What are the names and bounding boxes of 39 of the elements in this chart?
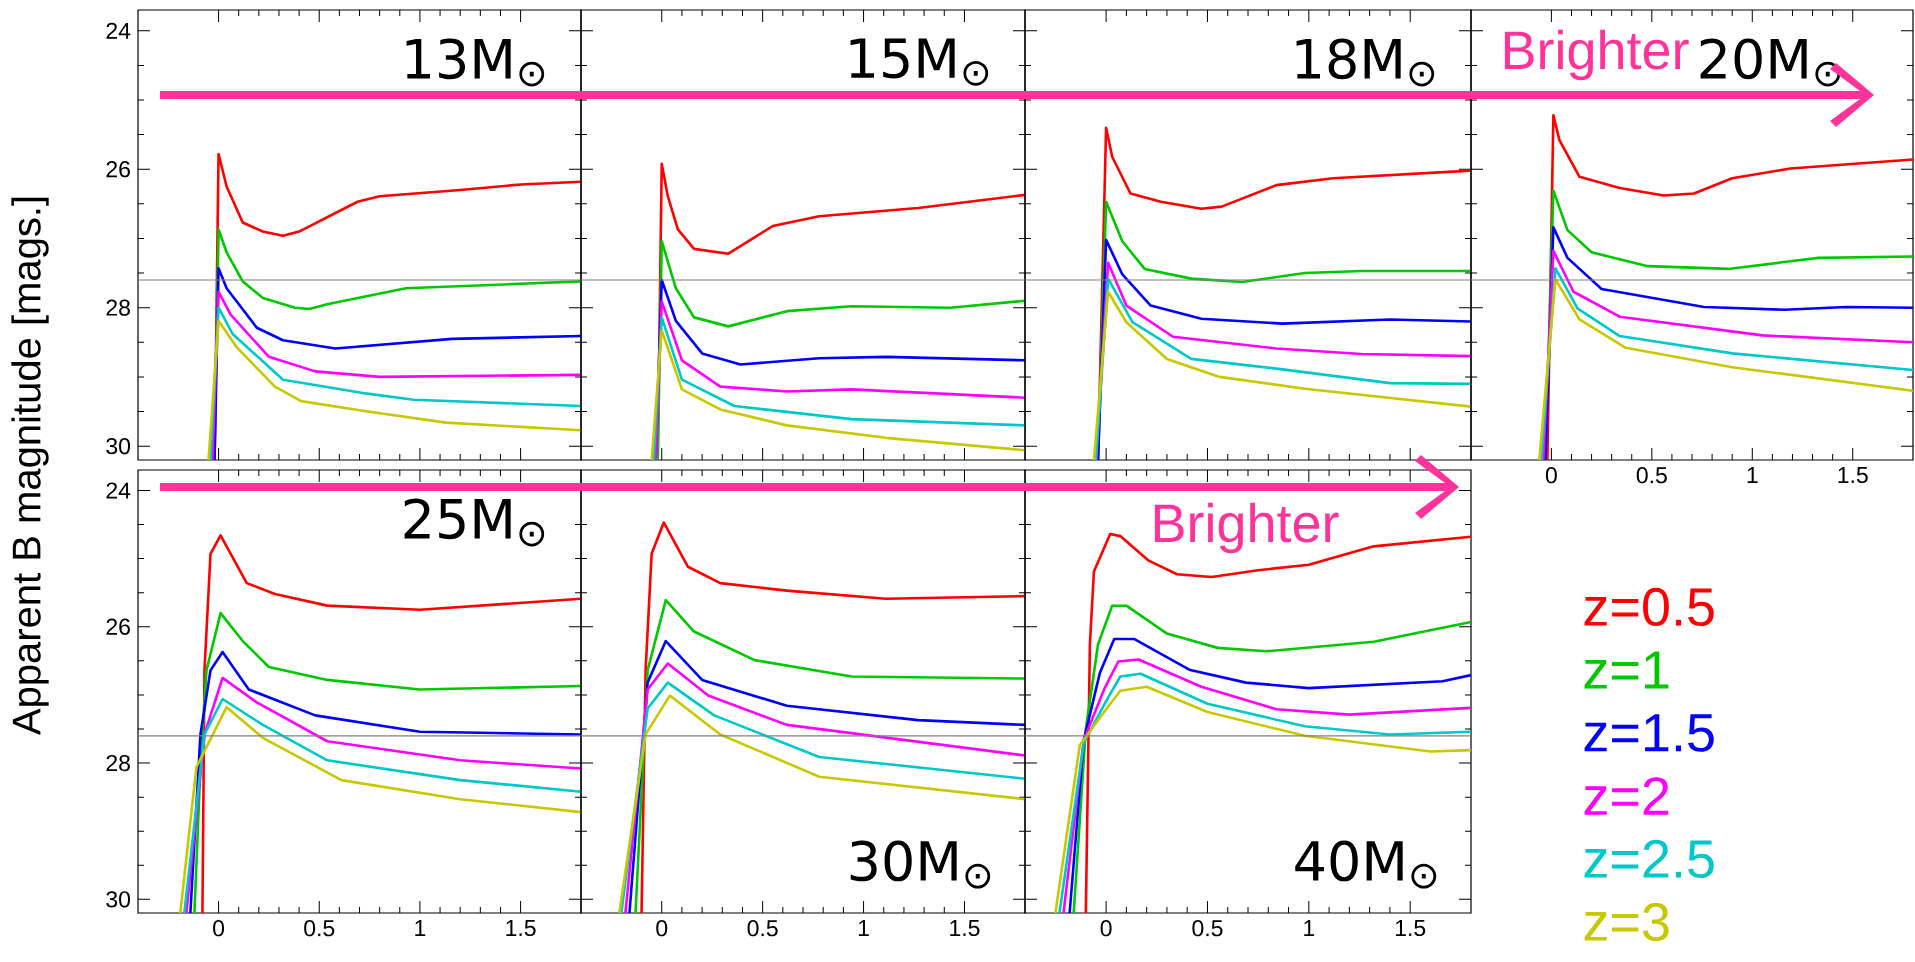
- text: z=1.5: [1584, 714, 1714, 752]
- y-tick-label: 28: [106, 754, 130, 772]
- text: 30M$_{⊙}$: [850, 840, 991, 889]
- x-tick-label: 1.5: [1395, 920, 1426, 937]
- text: z=0.5: [1584, 587, 1714, 627]
- x-tick-label: 1.5: [950, 920, 980, 937]
- text: z=1: [1584, 651, 1669, 689]
- x-tick-label: 1: [1747, 467, 1758, 483]
- text: z=3: [1584, 902, 1669, 942]
- x-tick-label: 0.5: [747, 920, 778, 937]
- x-tick-label: 0: [656, 920, 668, 937]
- y-tick-label: 30: [106, 891, 131, 908]
- text: z=2.5: [1584, 839, 1714, 879]
- x-tick-label: 1: [1304, 920, 1315, 936]
- text: z=2: [1584, 777, 1669, 815]
- x-tick-label: 0.5: [1192, 920, 1223, 937]
- x-tick-label: 0: [1100, 920, 1112, 937]
- y-tick-label: 30: [106, 438, 131, 455]
- y-tick-label: 28: [106, 299, 130, 316]
- x-tick-label: 0.5: [304, 920, 335, 937]
- y-tick-label: 26: [106, 161, 130, 178]
- annotation: Brighter: [1154, 502, 1339, 554]
- y-axis-title: Apparent B magnitude [mags.]: [11, 197, 49, 736]
- chart-title: 18M$_{⊙}$: [1296, 38, 1435, 87]
- x-tick-label: 0.5: [1636, 467, 1667, 484]
- x-tick-label: 1.5: [1838, 467, 1868, 484]
- y-tick-label: 26: [106, 618, 130, 635]
- x-tick-label: 1: [858, 920, 869, 936]
- x-tick-label: 1: [415, 920, 426, 936]
- x-tick-label: 0: [213, 920, 225, 937]
- y-tick-label: 24: [106, 482, 131, 499]
- text: 40M$_{⊙}$: [1295, 840, 1437, 889]
- x-tick-label: 0: [1545, 467, 1557, 484]
- chart-title: 25M$_{⊙}$: [404, 498, 545, 547]
- annotation: Brighter: [1504, 29, 1689, 81]
- x-tick-label: 1.5: [506, 920, 536, 937]
- chart-title: 15M$_{⊙}$: [850, 38, 989, 86]
- chart-title: 13M$_{⊙}$: [406, 38, 545, 87]
- y-tick-label: 24: [106, 22, 131, 39]
